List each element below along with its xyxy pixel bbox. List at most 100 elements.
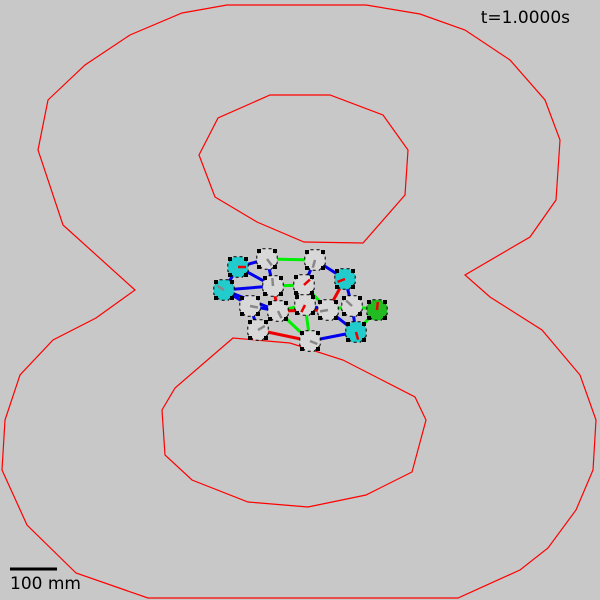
robot-node — [262, 275, 284, 297]
robot-node — [267, 300, 289, 322]
robot-wheel — [318, 300, 322, 304]
robot-heading-arrow — [319, 308, 329, 313]
robot-wheel — [248, 336, 252, 340]
robot-heading-arrow — [309, 339, 318, 346]
robot-heading-arrow — [311, 259, 317, 269]
robot-wheel — [257, 249, 261, 253]
track-lower-inner-boundary — [161, 337, 427, 508]
robot-wheel — [383, 300, 387, 304]
robot-wheel — [279, 292, 283, 296]
robot-wheel — [367, 300, 371, 304]
robot-wheel — [240, 312, 244, 316]
robot-wheel — [310, 291, 314, 295]
robot-wheel — [273, 249, 277, 253]
robot-wheel — [310, 275, 314, 279]
robot-wheel — [362, 338, 366, 342]
robot-wheel — [311, 295, 315, 299]
robot-wheel — [284, 301, 288, 305]
track-outer-boundary — [1, 4, 597, 599]
robot-wheel — [264, 336, 268, 340]
robot-wheel — [268, 317, 272, 321]
robot-node — [293, 274, 315, 296]
robot-wheel — [284, 317, 288, 321]
robot-node — [294, 294, 316, 316]
robot-heading-arrow — [276, 310, 283, 319]
robot-wheel — [228, 257, 232, 261]
robot-wheel — [244, 273, 248, 277]
robot-wheel — [295, 311, 299, 315]
robot-node — [213, 279, 235, 301]
robot-node — [334, 268, 356, 290]
robot-heading-arrow — [337, 277, 346, 284]
robot-wheel — [342, 312, 346, 316]
robot-heading-arrow — [345, 299, 353, 307]
robot-wheel — [351, 269, 355, 273]
robot-wheel — [318, 316, 322, 320]
robot-wheel — [351, 285, 355, 289]
robot-wheel — [230, 280, 234, 284]
robot-wheel — [300, 331, 304, 335]
robot-wheel — [311, 311, 315, 315]
swarm-nodes — [213, 248, 388, 352]
robot-heading-arrow — [354, 331, 360, 341]
track-upper-inner-boundary — [198, 94, 409, 244]
robot-wheel — [305, 250, 309, 254]
robot-heading-arrow — [303, 278, 311, 286]
robot-wheel — [334, 316, 338, 320]
robot-node — [341, 295, 363, 317]
robot-wheel — [321, 266, 325, 270]
robot-wheel — [335, 285, 339, 289]
robot-wheel — [367, 316, 371, 320]
robot-wheel — [244, 257, 248, 261]
robot-wheel — [295, 295, 299, 299]
robot-wheel — [263, 276, 267, 280]
robot-wheel — [273, 265, 277, 269]
robot-wheel — [321, 250, 325, 254]
robot-node — [304, 249, 326, 271]
robot-wheel — [294, 291, 298, 295]
robot-wheel — [256, 296, 260, 300]
robot-node — [247, 319, 269, 341]
robot-wheel — [316, 331, 320, 335]
robot-wheel — [264, 320, 268, 324]
robot-heading-arrow — [265, 258, 273, 267]
robot-wheel — [248, 320, 252, 324]
robot-wheel — [279, 276, 283, 280]
robot-wheel — [362, 322, 366, 326]
robot-node — [317, 299, 339, 321]
robot-heading-arrow — [216, 284, 225, 292]
robot-node — [299, 330, 321, 352]
robot-wheel — [358, 296, 362, 300]
time-readout: t=1.0000s — [480, 8, 570, 28]
robot-node — [256, 248, 278, 270]
robot-heading-arrow — [375, 301, 380, 311]
robot-heading-arrow — [249, 304, 259, 309]
robot-wheel — [358, 312, 362, 316]
robot-wheel — [230, 296, 234, 300]
robot-node — [366, 299, 388, 321]
robot-wheel — [256, 312, 260, 316]
robot-wheel — [342, 296, 346, 300]
robot-wheel — [334, 300, 338, 304]
robot-wheel — [335, 269, 339, 273]
robot-wheel — [346, 338, 350, 342]
robot-wheel — [214, 280, 218, 284]
robot-wheel — [383, 316, 387, 320]
robot-wheel — [294, 275, 298, 279]
robot-wheel — [228, 273, 232, 277]
robot-wheel — [300, 347, 304, 351]
robot-wheel — [268, 301, 272, 305]
robot-wheel — [346, 322, 350, 326]
robot-heading-arrow — [271, 277, 275, 287]
robot-wheel — [214, 296, 218, 300]
robot-node — [239, 295, 261, 317]
robot-wheel — [316, 347, 320, 351]
robot-wheel — [240, 296, 244, 300]
scale-bar-label: 100 mm — [10, 574, 81, 594]
robot-node — [227, 256, 249, 278]
robot-wheel — [305, 266, 309, 270]
robot-heading-arrow — [300, 304, 307, 313]
robot-node — [345, 321, 367, 343]
